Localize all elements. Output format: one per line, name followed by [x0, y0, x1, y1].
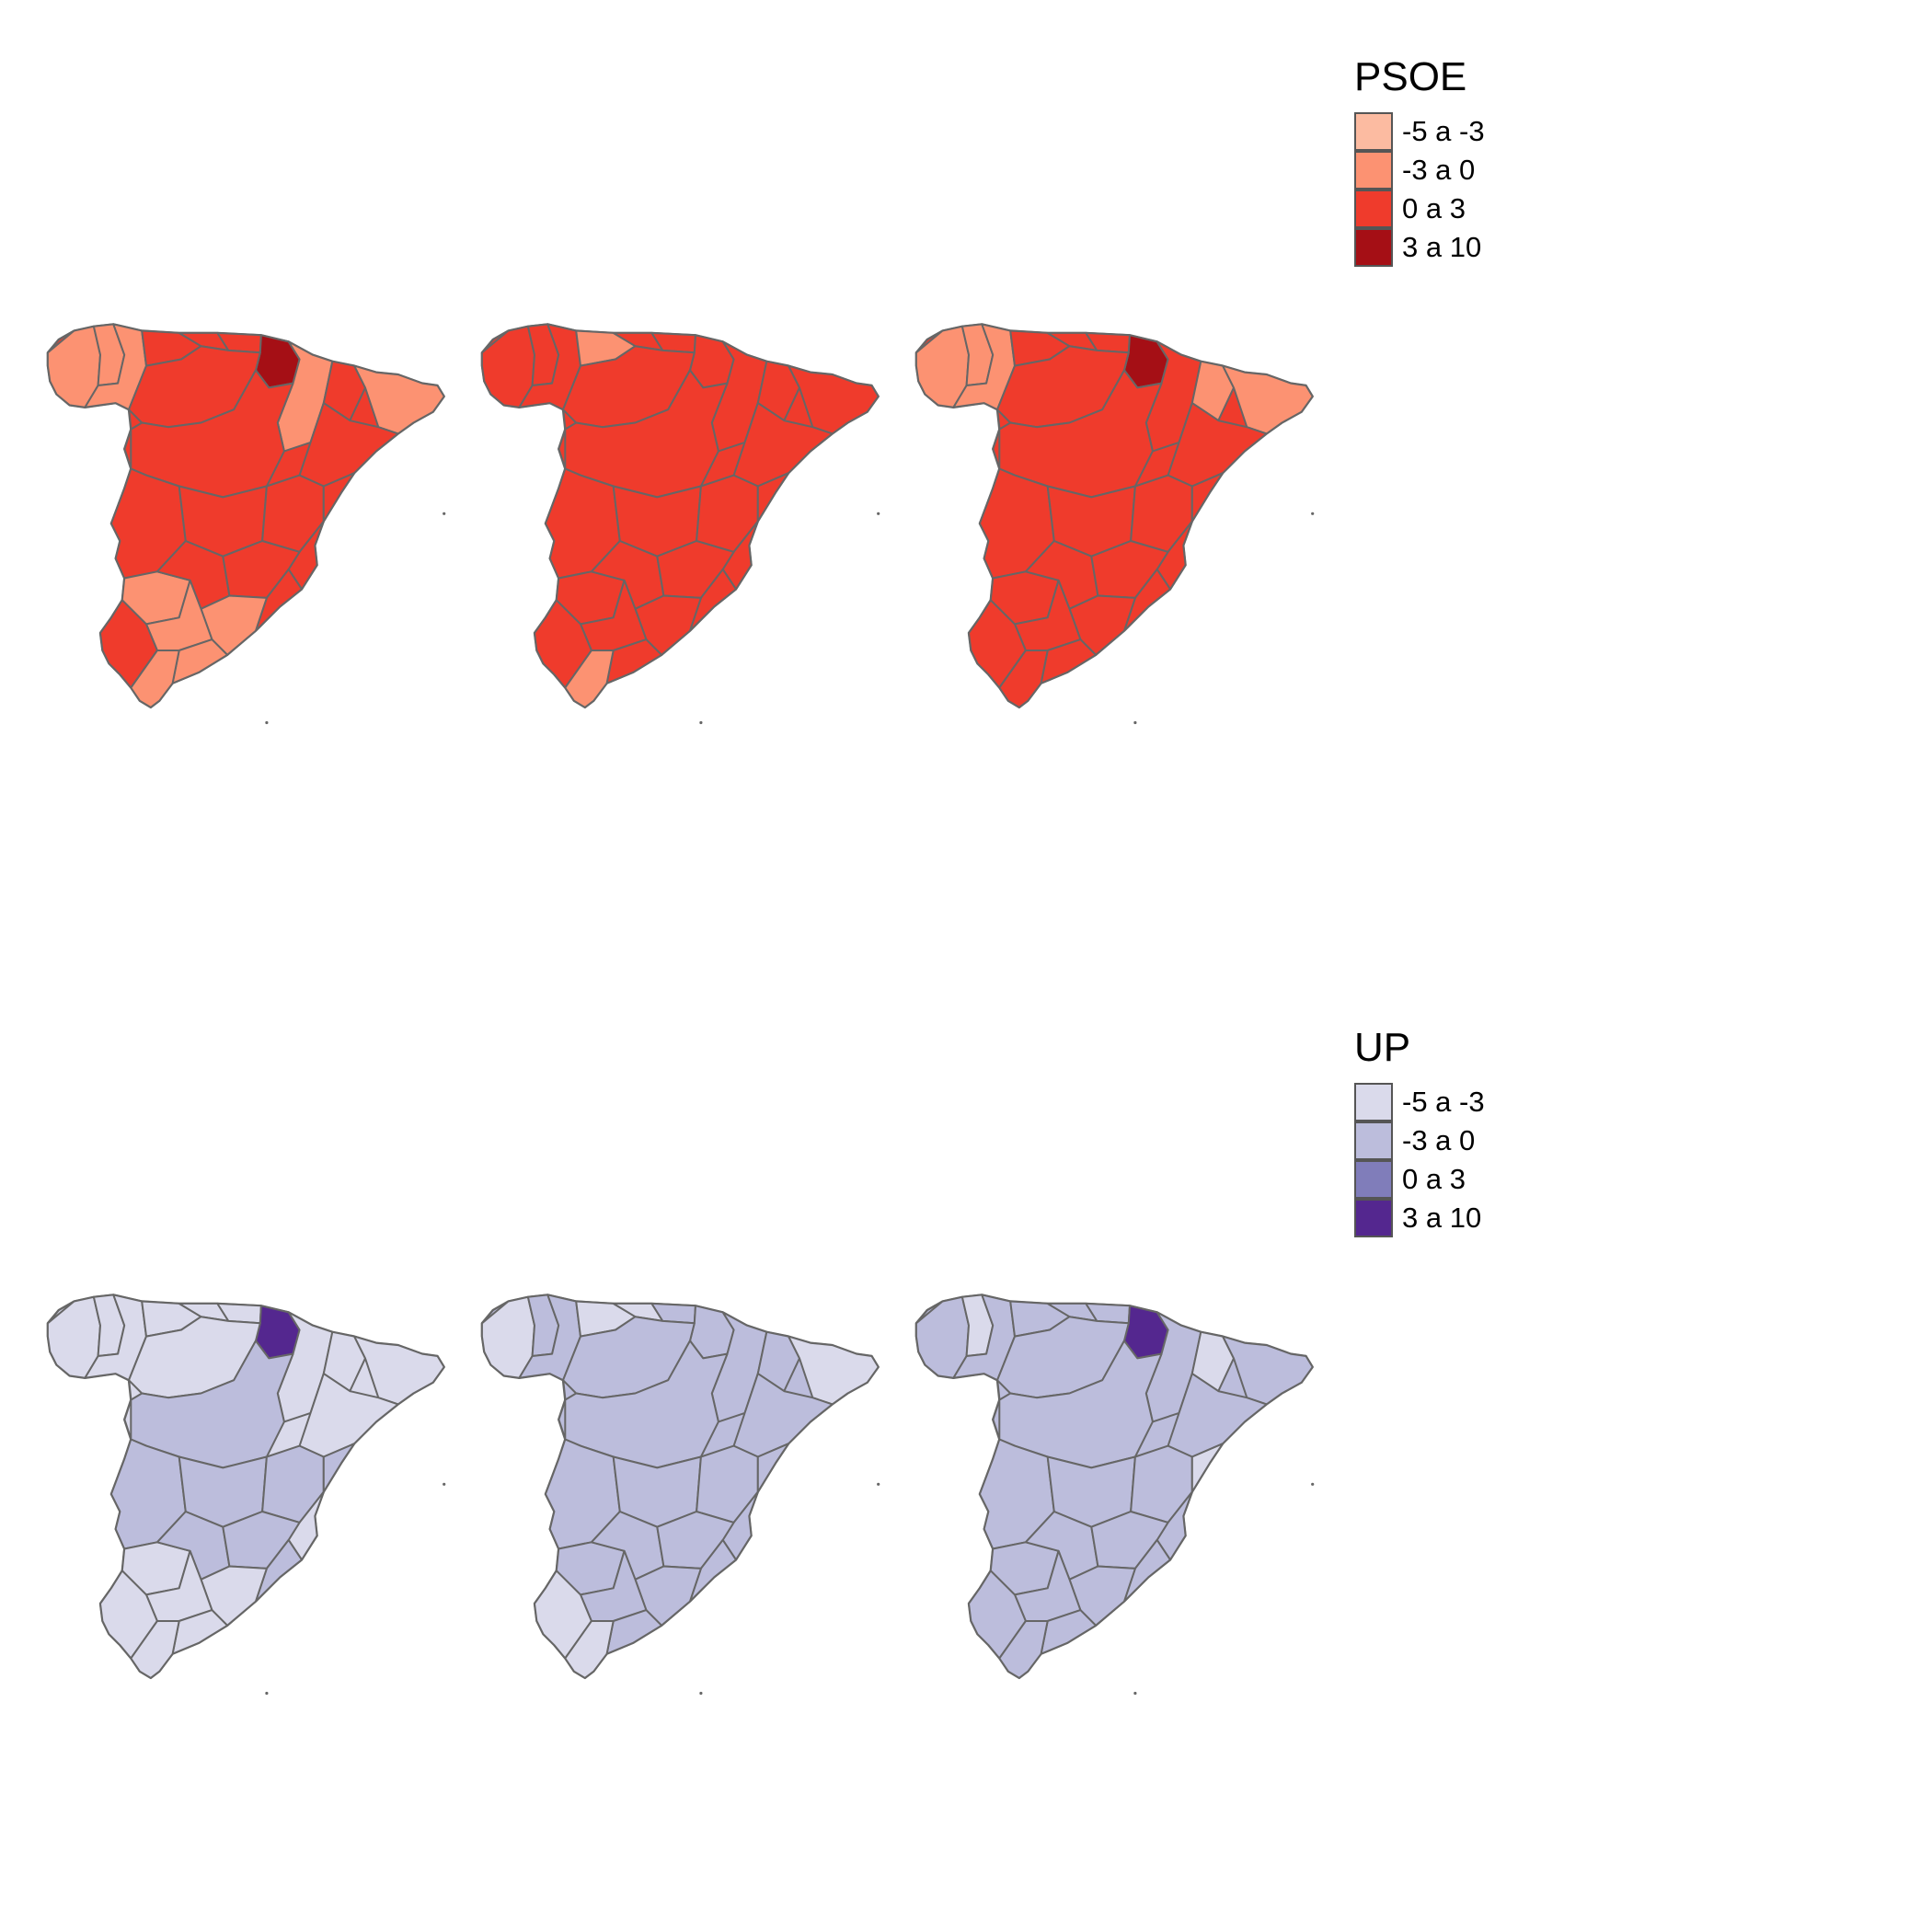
province-cadiz	[130, 1620, 180, 1679]
province-huelva	[99, 599, 158, 689]
balearic-marker	[877, 512, 880, 515]
map-panel-psoe-1	[46, 323, 446, 725]
province-huelva	[534, 1570, 592, 1660]
legend-swatch	[1354, 1083, 1393, 1121]
map-panel-up-3	[914, 1294, 1315, 1696]
legend-item: -3 a 0	[1354, 1121, 1485, 1160]
province-huelva	[968, 1570, 1027, 1660]
province-lleida	[322, 360, 366, 422]
province-zaragoza	[276, 1311, 334, 1423]
province-valencia	[1190, 472, 1225, 523]
province-catalonia-east	[353, 364, 445, 435]
balearic-marker	[1311, 1482, 1315, 1486]
legend-item: 3 a 10	[1354, 1199, 1485, 1237]
map-panel-up-2	[480, 1294, 880, 1696]
province-catalonia-east	[1222, 364, 1314, 435]
canary-marker	[1133, 720, 1137, 725]
legend-item: -3 a 0	[1354, 151, 1485, 190]
legend-label: 3 a 10	[1402, 231, 1482, 263]
legend-item: -5 a -3	[1354, 112, 1485, 151]
canary-marker	[1133, 1691, 1137, 1696]
province-lleida	[1190, 1330, 1235, 1393]
province-lleida	[756, 1330, 800, 1393]
province-cadiz	[998, 1620, 1049, 1679]
province-catalonia-east	[353, 1335, 445, 1406]
province-cadiz	[998, 650, 1049, 708]
balearic-marker	[1311, 512, 1315, 515]
province-huelva	[534, 599, 592, 689]
balearic-marker	[443, 512, 446, 515]
canary-marker	[265, 720, 269, 725]
legend-label: 3 a 10	[1402, 1202, 1482, 1234]
legend-swatch	[1354, 1199, 1393, 1237]
legend-label: -5 a -3	[1402, 1086, 1485, 1118]
province-lleida	[756, 360, 800, 422]
province-zaragoza	[710, 340, 768, 453]
province-lleida	[1190, 360, 1235, 422]
legend-label: -3 a 0	[1402, 1124, 1476, 1156]
legend-item: -5 a -3	[1354, 1083, 1485, 1121]
canary-marker	[699, 720, 703, 725]
legend-up: UP -5 a -3 -3 a 0 0 a 3 3 a 10	[1354, 1026, 1485, 1237]
legend-title: UP	[1354, 1025, 1411, 1070]
province-valencia	[322, 472, 356, 523]
province-zaragoza	[710, 1311, 768, 1423]
legend-item: 3 a 10	[1354, 228, 1485, 267]
province-zaragoza	[1144, 340, 1202, 453]
balearic-marker	[443, 1482, 446, 1486]
map-panel-psoe-2	[480, 323, 880, 725]
map-panel-up-1	[46, 1294, 446, 1696]
legend-swatch	[1354, 228, 1393, 267]
province-catalonia-east	[1222, 1335, 1314, 1406]
legend-label: 0 a 3	[1402, 1163, 1466, 1195]
province-catalonia-east	[788, 364, 880, 435]
province-cadiz	[564, 1620, 615, 1679]
province-lleida	[322, 1330, 366, 1393]
legend-swatch	[1354, 1160, 1393, 1199]
legend-swatch	[1354, 112, 1393, 151]
legend-swatch	[1354, 190, 1393, 228]
legend-label: 0 a 3	[1402, 192, 1466, 224]
province-valencia	[322, 1443, 356, 1493]
province-zaragoza	[276, 340, 334, 453]
legend-label: -3 a 0	[1402, 154, 1476, 186]
province-zaragoza	[1144, 1311, 1202, 1423]
canary-marker	[265, 1691, 269, 1696]
legend-swatch	[1354, 151, 1393, 190]
province-valencia	[1190, 1443, 1225, 1493]
province-catalonia-east	[788, 1335, 880, 1406]
province-cadiz	[130, 650, 180, 708]
province-huelva	[99, 1570, 158, 1660]
legend-title: PSOE	[1354, 54, 1467, 99]
legend-label: -5 a -3	[1402, 115, 1485, 147]
balearic-marker	[877, 1482, 880, 1486]
province-valencia	[756, 1443, 790, 1493]
legend-item: 0 a 3	[1354, 1160, 1485, 1199]
legend-psoe: PSOE -5 a -3 -3 a 0 0 a 3 3 a 10	[1354, 55, 1485, 267]
legend-item: 0 a 3	[1354, 190, 1485, 228]
province-valencia	[756, 472, 790, 523]
province-cadiz	[564, 650, 615, 708]
canary-marker	[699, 1691, 703, 1696]
province-huelva	[968, 599, 1027, 689]
map-panel-psoe-3	[914, 323, 1315, 725]
legend-swatch	[1354, 1121, 1393, 1160]
